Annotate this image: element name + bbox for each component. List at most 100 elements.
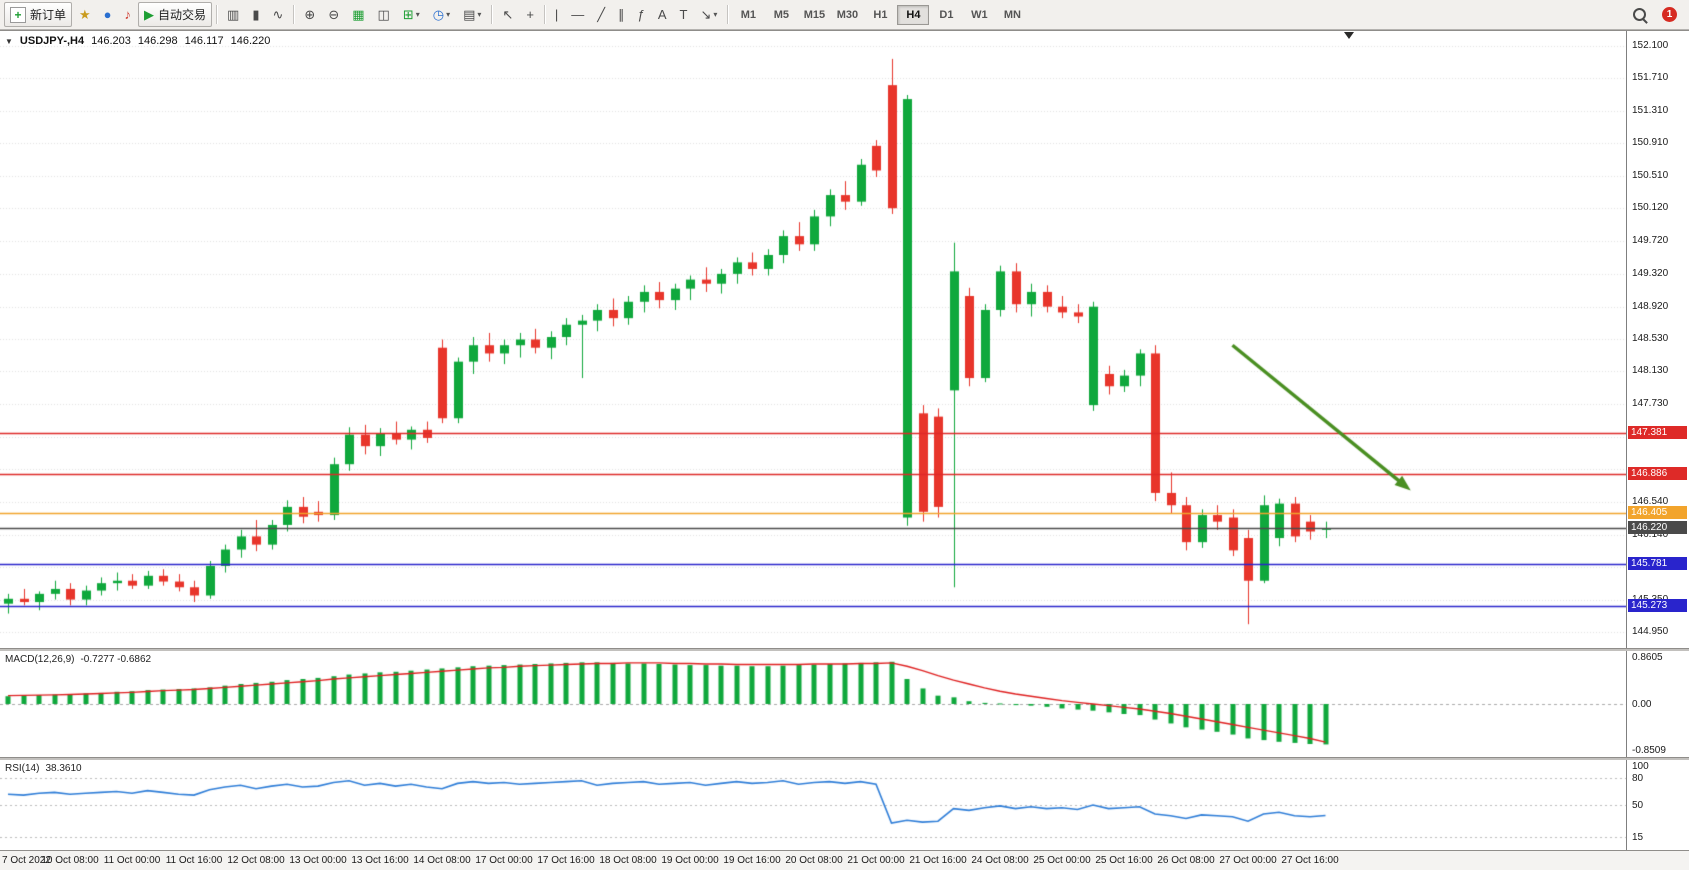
- time-axis-label: 27 Oct 00:00: [1219, 855, 1277, 866]
- channel-button[interactable]: ∥: [612, 2, 631, 27]
- indicator-scale-label: 80: [1632, 773, 1644, 784]
- timeframe-button-mn[interactable]: MN: [1003, 8, 1021, 21]
- timeframe-button-m1[interactable]: M1: [740, 8, 757, 21]
- time-axis-label: 25 Oct 00:00: [1033, 855, 1091, 866]
- price-tick-label: 147.730: [1632, 398, 1669, 410]
- rsi-name: RSI(14): [5, 763, 40, 774]
- horizontal-line-icon: —: [571, 7, 585, 22]
- price-scale[interactable]: 152.100 151.710 151.310 150.910 150.510 150.1…: [1626, 31, 1689, 648]
- time-axis-label: 14 Oct 08:00: [413, 855, 471, 866]
- bar-chart-button[interactable]: ▥: [221, 2, 245, 27]
- price-tick-label: 146.140: [1632, 528, 1669, 540]
- pane-splitter[interactable]: [0, 648, 1689, 651]
- toolbar-separator: [216, 5, 218, 24]
- time-axis[interactable]: 7 Oct 2022 10 Oct 08:00 11 Oct 00:00 11 Oct…: [0, 850, 1689, 870]
- crosshair-button[interactable]: +: [520, 2, 540, 27]
- chart-window: ▼ USDJPY-,H4 146.203 146.298 146.117 146…: [0, 30, 1689, 870]
- time-axis-label: 11 Oct 16:00: [165, 855, 223, 866]
- price-tick-label: 151.310: [1632, 104, 1669, 116]
- new-chart-button[interactable]: ⊞ ▾: [397, 2, 426, 27]
- macd-scale[interactable]: 0.8605 0.00 -0.8509: [1626, 651, 1689, 757]
- new-order-label: 新订单: [30, 8, 67, 22]
- time-axis-label: 21 Oct 00:00: [847, 855, 905, 866]
- search-button[interactable]: [1627, 2, 1652, 27]
- period-icon: ◷: [432, 7, 445, 22]
- price-tick-label: 149.320: [1632, 267, 1669, 279]
- time-axis-label: 17 Oct 00:00: [475, 855, 533, 866]
- text-icon: A: [657, 7, 667, 22]
- chart-open-value: 146.203: [91, 35, 131, 47]
- alerts-button[interactable]: ♪: [119, 2, 138, 27]
- market-button[interactable]: ●: [98, 2, 118, 27]
- line-chart-button[interactable]: ∿: [267, 2, 290, 27]
- rsi-scale[interactable]: 100 80 50 15: [1626, 760, 1689, 850]
- main-chart-pane: ▼ USDJPY-,H4 146.203 146.298 146.117 146…: [0, 31, 1689, 648]
- toolbar-separator: [727, 5, 729, 24]
- chart-dropdown-icon[interactable]: ▼: [5, 36, 13, 46]
- price-tick-label: 152.100: [1632, 39, 1669, 51]
- cursor-button[interactable]: ↖: [496, 2, 519, 27]
- timeframe-button-w1[interactable]: W1: [971, 8, 988, 21]
- time-axis-label: 12 Oct 08:00: [227, 855, 285, 866]
- main-chart-canvas[interactable]: [0, 31, 1627, 648]
- toolbar-right-group: 1: [1627, 2, 1685, 27]
- chart-shift-marker[interactable]: [1343, 32, 1354, 39]
- grid-button[interactable]: ▦: [346, 2, 370, 27]
- price-line-badge: 146.886: [1628, 466, 1687, 480]
- zoom-out-button[interactable]: ⊖: [322, 2, 345, 27]
- zoom-in-icon: ⊕: [304, 7, 316, 22]
- tile-windows-button[interactable]: ◫: [372, 2, 396, 27]
- trendline-button[interactable]: ╱: [591, 2, 611, 27]
- price-tick-label: 149.720: [1632, 235, 1669, 247]
- timeframe-button-d1[interactable]: D1: [939, 8, 954, 21]
- macd-canvas[interactable]: [0, 651, 1627, 757]
- cursor-icon: ↖: [502, 7, 514, 22]
- chart-symbol-period: USDJPY-,H4: [19, 35, 85, 47]
- template-button[interactable]: ▤ ▾: [457, 2, 487, 27]
- price-tick-label: 151.710: [1632, 71, 1669, 83]
- auto-trading-button[interactable]: ▶ 自动交易: [138, 2, 213, 27]
- price-line-badge: 146.405: [1628, 506, 1687, 520]
- horizontal-line-button[interactable]: —: [565, 2, 590, 27]
- bar-chart-icon: ▥: [227, 7, 240, 22]
- timeframe-button-m30[interactable]: M30: [836, 8, 859, 21]
- text-button[interactable]: A: [652, 2, 673, 27]
- new-order-button[interactable]: + 新订单: [4, 2, 73, 27]
- fibonacci-icon: ƒ: [637, 7, 645, 22]
- text-label-button[interactable]: T: [674, 2, 694, 27]
- chevron-down-icon: ▾: [713, 10, 718, 19]
- time-axis-label: 25 Oct 16:00: [1095, 855, 1153, 866]
- timeframe-button-h4[interactable]: H4: [897, 4, 930, 25]
- period-button[interactable]: ◷ ▾: [427, 2, 456, 27]
- alerts-icon: ♪: [124, 7, 132, 22]
- chart-close-value: 146.220: [230, 35, 271, 47]
- timeframe-button-h1[interactable]: H1: [873, 8, 888, 21]
- macd-pane: MACD(12,26,9) -0.7277 -0.6862 0.8605 0.00…: [0, 651, 1689, 757]
- line-chart-icon: ∿: [272, 7, 284, 22]
- arrows-button[interactable]: ↘ ▾: [694, 2, 723, 27]
- chart-title: ▼ USDJPY-,H4 146.203 146.298 146.117 146…: [5, 35, 270, 47]
- time-axis-label: 20 Oct 08:00: [785, 855, 843, 866]
- timeframe-button-m5[interactable]: M5: [773, 8, 790, 21]
- rsi-canvas[interactable]: [0, 760, 1627, 850]
- time-axis-label: 21 Oct 16:00: [909, 855, 967, 866]
- vertical-line-button[interactable]: |: [549, 2, 564, 27]
- zoom-out-icon: ⊖: [328, 7, 340, 22]
- time-axis-label: 11 Oct 00:00: [103, 855, 161, 866]
- time-axis-label: 7 Oct 2022: [2, 855, 51, 866]
- price-tick-label: 144.950: [1632, 626, 1669, 638]
- zoom-in-button[interactable]: ⊕: [298, 2, 321, 27]
- timeframe-button-m15[interactable]: M15: [803, 8, 826, 21]
- macd-values: -0.7277 -0.6862: [80, 654, 152, 665]
- pane-splitter[interactable]: [0, 757, 1689, 760]
- toolbar-separator: [491, 5, 493, 24]
- signals-button[interactable]: ★: [73, 2, 97, 27]
- candlestick-chart-button[interactable]: ▮: [246, 2, 265, 27]
- text-label-icon: T: [679, 7, 688, 22]
- price-line-badge: 145.273: [1628, 598, 1687, 612]
- chevron-down-icon: ▾: [415, 10, 420, 19]
- trendline-icon: ╱: [597, 7, 606, 22]
- fibonacci-button[interactable]: ƒ: [632, 2, 651, 27]
- notification-badge[interactable]: 1: [1662, 7, 1677, 22]
